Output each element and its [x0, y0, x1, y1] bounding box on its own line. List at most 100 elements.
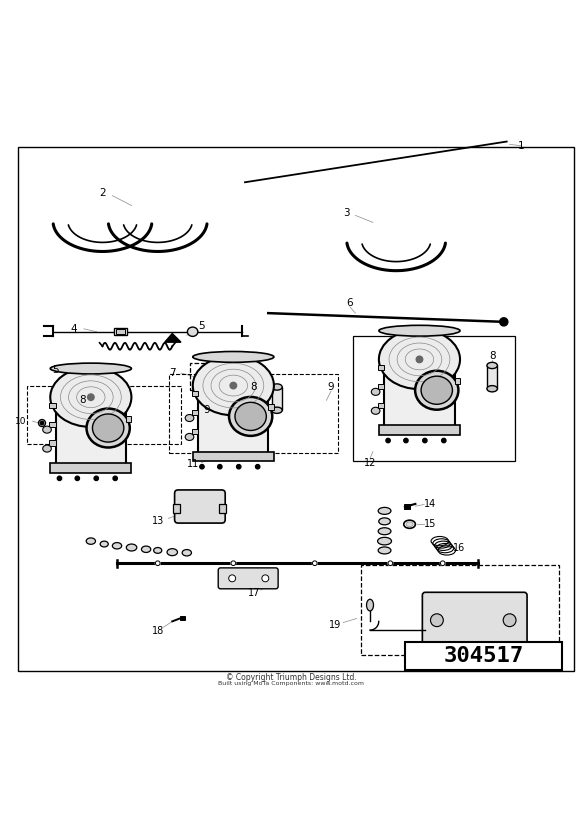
Circle shape [230, 382, 237, 389]
Bar [206, 379, 212, 383]
Ellipse shape [379, 517, 391, 525]
Bar [405, 642, 562, 670]
Circle shape [255, 465, 260, 469]
Ellipse shape [93, 414, 124, 442]
Bar [170, 374, 338, 452]
Bar [97, 399, 108, 422]
Text: 5: 5 [52, 364, 59, 375]
Text: 8: 8 [489, 350, 496, 361]
Text: 7: 7 [169, 368, 175, 378]
Text: 9: 9 [204, 405, 210, 415]
Circle shape [40, 421, 44, 425]
Circle shape [386, 438, 390, 442]
Ellipse shape [97, 396, 108, 402]
Circle shape [75, 476, 79, 480]
Bar [378, 365, 384, 370]
Bar [379, 425, 460, 435]
Bar [198, 383, 269, 453]
Ellipse shape [222, 384, 231, 389]
Bar [189, 363, 257, 391]
Text: 17: 17 [248, 588, 260, 598]
Ellipse shape [421, 377, 452, 405]
Bar [378, 403, 384, 408]
Text: 18: 18 [152, 625, 164, 635]
Bar [455, 378, 460, 384]
Circle shape [416, 356, 423, 363]
Text: 9: 9 [328, 382, 335, 392]
Bar [192, 391, 198, 396]
Circle shape [404, 438, 408, 442]
Text: 1: 1 [518, 141, 525, 151]
Ellipse shape [379, 325, 460, 336]
Text: 19: 19 [329, 620, 341, 630]
Ellipse shape [182, 550, 191, 556]
Bar [384, 357, 455, 427]
Bar [361, 565, 559, 655]
Bar [84, 368, 92, 372]
Polygon shape [165, 334, 181, 342]
Circle shape [388, 561, 393, 565]
Ellipse shape [367, 599, 374, 611]
Ellipse shape [43, 426, 51, 433]
Ellipse shape [43, 445, 51, 452]
Circle shape [87, 394, 94, 400]
Ellipse shape [406, 522, 413, 527]
Text: 11: 11 [187, 459, 199, 470]
Text: 12: 12 [364, 457, 376, 467]
Ellipse shape [50, 368, 131, 427]
Text: 3: 3 [343, 208, 350, 218]
Ellipse shape [229, 397, 272, 436]
Ellipse shape [378, 537, 392, 545]
Bar [49, 441, 56, 446]
Text: 8: 8 [79, 396, 86, 405]
Text: 14: 14 [424, 499, 436, 509]
Bar [193, 452, 274, 461]
Circle shape [94, 476, 99, 480]
Bar [269, 405, 274, 410]
Circle shape [262, 575, 269, 582]
Circle shape [113, 476, 117, 480]
Ellipse shape [193, 352, 274, 363]
Circle shape [210, 447, 216, 452]
Bar [353, 336, 515, 461]
Ellipse shape [167, 549, 177, 555]
Ellipse shape [86, 409, 130, 447]
Ellipse shape [378, 547, 391, 554]
Circle shape [430, 614, 443, 626]
Text: 13: 13 [152, 516, 164, 526]
Circle shape [156, 561, 160, 565]
Bar [114, 328, 127, 335]
Ellipse shape [487, 363, 497, 368]
Bar [272, 387, 282, 410]
Circle shape [217, 465, 222, 469]
Ellipse shape [415, 371, 458, 410]
Text: 4: 4 [70, 324, 77, 334]
Text: © Copyright Triumph Designs Ltd.: © Copyright Triumph Designs Ltd. [226, 673, 357, 682]
Ellipse shape [487, 386, 497, 392]
Circle shape [503, 614, 516, 626]
Bar [50, 463, 131, 473]
Circle shape [312, 561, 317, 565]
Ellipse shape [50, 363, 131, 374]
Circle shape [200, 465, 204, 469]
Text: 15: 15 [424, 519, 436, 529]
Text: 8: 8 [250, 382, 257, 392]
Circle shape [423, 438, 427, 442]
Ellipse shape [193, 356, 274, 415]
Text: 10: 10 [15, 417, 27, 426]
Ellipse shape [86, 538, 96, 545]
Circle shape [440, 561, 445, 565]
Text: 16: 16 [453, 543, 465, 553]
Circle shape [231, 561, 236, 565]
Bar [378, 384, 384, 389]
Bar [49, 422, 56, 427]
Bar [405, 504, 410, 508]
Ellipse shape [187, 327, 198, 336]
Text: 2: 2 [99, 188, 106, 198]
Ellipse shape [379, 330, 460, 389]
Bar [216, 372, 238, 386]
FancyBboxPatch shape [422, 592, 527, 648]
Ellipse shape [100, 541, 108, 547]
FancyBboxPatch shape [174, 490, 225, 523]
Bar [192, 410, 198, 415]
